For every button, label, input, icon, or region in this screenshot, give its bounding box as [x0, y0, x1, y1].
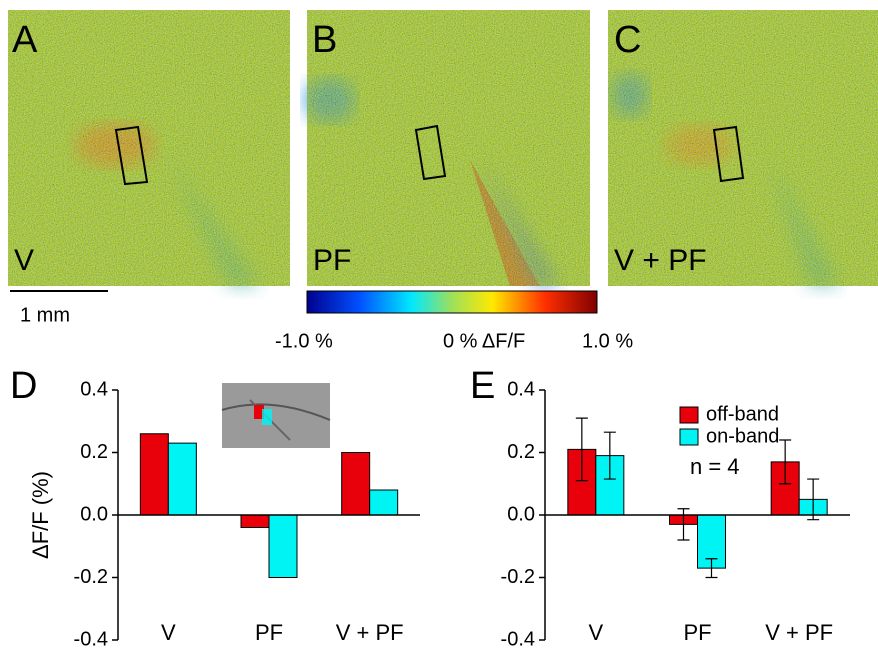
- inset-image: [222, 383, 330, 448]
- y-tick-label: -0.4: [501, 628, 535, 650]
- y-tick-label: 0.4: [80, 378, 108, 400]
- x-tick-label: V: [588, 620, 603, 645]
- colorbar-label: 0 % ΔF/F: [443, 330, 525, 352]
- panel-label: B: [312, 19, 337, 61]
- legend-label: on-band: [706, 425, 779, 447]
- bar: [168, 443, 196, 515]
- y-tick-label: -0.2: [501, 566, 535, 588]
- y-tick-label: 0.0: [80, 503, 108, 525]
- colorbar-label: 1.0 %: [582, 330, 633, 352]
- legend-swatch: [680, 407, 698, 423]
- colorbar: [307, 291, 597, 313]
- y-tick-label: 0.2: [80, 441, 108, 463]
- y-tick-label: 0.4: [507, 378, 535, 400]
- x-tick-label: PF: [255, 620, 283, 645]
- panel-label: D: [10, 365, 37, 407]
- panel-label: A: [12, 19, 38, 61]
- panel-label: E: [470, 365, 495, 407]
- bar: [370, 490, 398, 515]
- bar: [241, 515, 269, 528]
- y-axis-label: ΔF/F (%): [28, 471, 53, 559]
- x-tick-label: V + PF: [336, 620, 404, 645]
- legend-swatch: [680, 429, 698, 445]
- y-tick-label: 0.2: [507, 441, 535, 463]
- x-tick-label: PF: [683, 620, 711, 645]
- colorbar-label: -1.0 %: [275, 330, 333, 352]
- condition-label: PF: [313, 244, 351, 277]
- image-panel: [8, 10, 290, 286]
- y-tick-label: -0.4: [74, 628, 108, 650]
- bar: [269, 515, 297, 578]
- condition-label: V + PF: [614, 244, 707, 277]
- legend-label: off-band: [706, 403, 779, 425]
- bar: [140, 434, 168, 515]
- y-tick-label: 0.0: [507, 503, 535, 525]
- condition-label: V: [14, 244, 34, 277]
- scale-label: 1 mm: [20, 304, 70, 326]
- annotation: n = 4: [690, 454, 740, 479]
- x-tick-label: V: [161, 620, 176, 645]
- y-tick-label: -0.2: [74, 566, 108, 588]
- panel-label: C: [614, 19, 641, 61]
- bar: [342, 453, 370, 516]
- figure: A B C V PF V + PF 1 mm -1.0 % 0 % ΔF/F 1…: [0, 0, 878, 652]
- x-tick-label: V + PF: [765, 620, 833, 645]
